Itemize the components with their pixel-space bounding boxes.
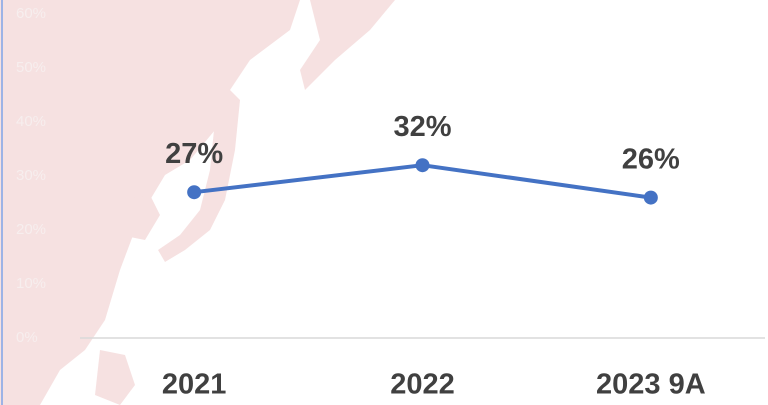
data-label: 32% <box>393 111 451 143</box>
point <box>643 190 658 205</box>
map-background <box>0 0 395 405</box>
y-tick-label: 50% <box>16 59 46 76</box>
data-label: 27% <box>165 138 223 170</box>
y-tick-label: 40% <box>16 113 46 130</box>
y-tick-label: 20% <box>16 221 46 238</box>
y-tick-label: 30% <box>16 167 46 184</box>
point <box>187 185 202 200</box>
y-tick-label: 10% <box>16 275 46 292</box>
y-tick-label: 60% <box>16 5 46 22</box>
x-tick-label: 2021 <box>162 369 227 401</box>
x-tick-label: 2023 9A <box>596 369 706 401</box>
y-tick-label: 0% <box>16 329 38 346</box>
point <box>415 158 430 173</box>
x-tick-label: 2022 <box>390 369 455 401</box>
data-label: 26% <box>622 143 680 175</box>
